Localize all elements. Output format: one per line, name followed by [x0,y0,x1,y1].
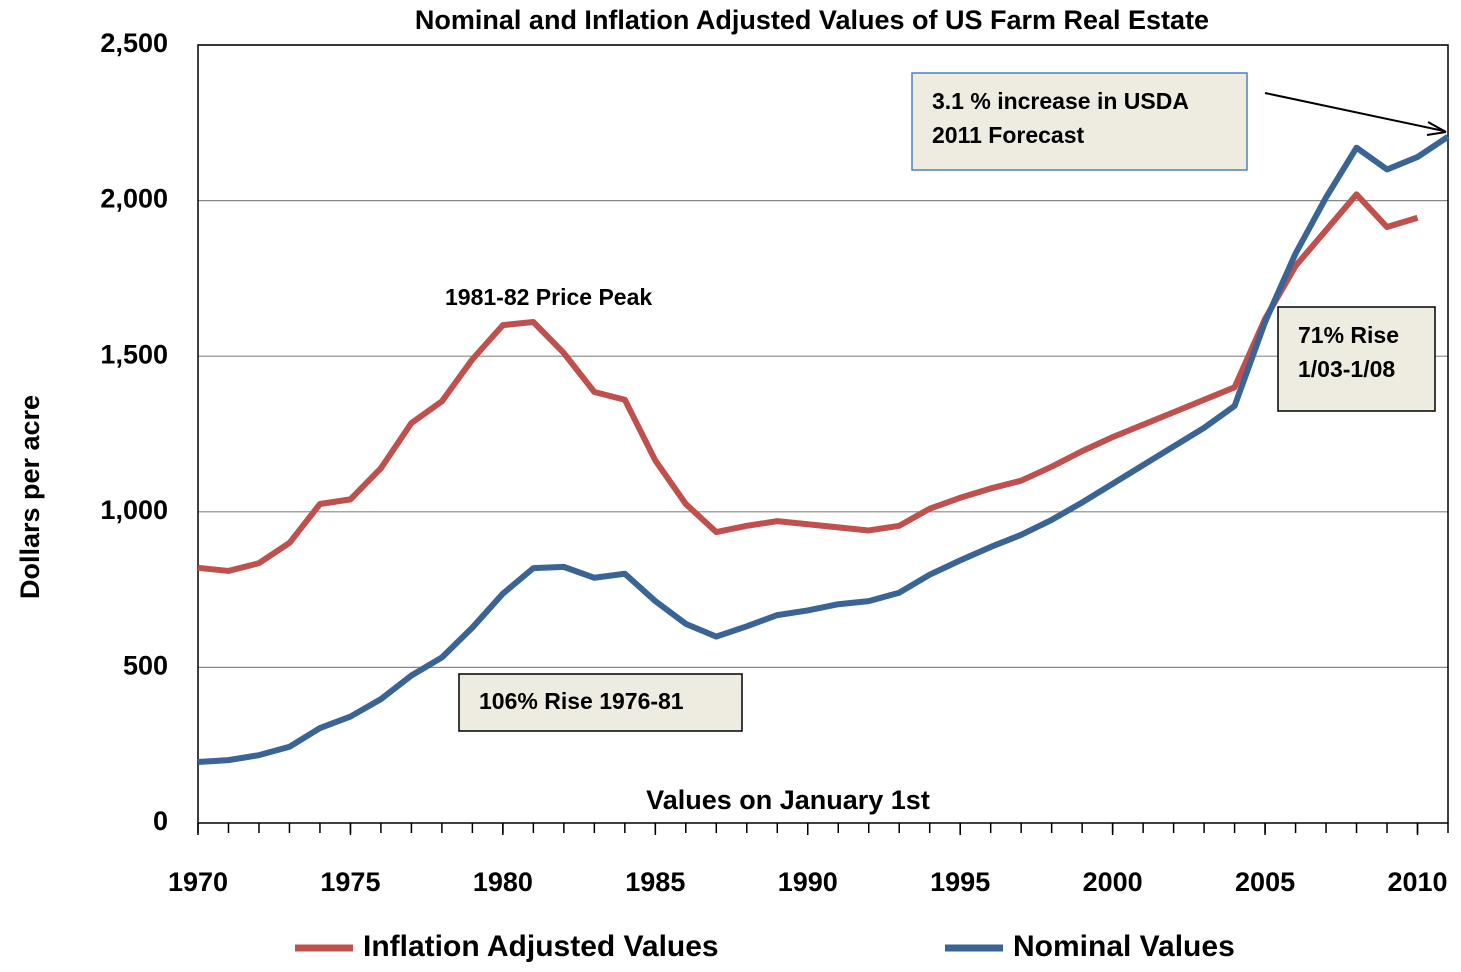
annotation-text: 1981-82 Price Peak [445,284,652,310]
legend-label: Nominal Values [1013,930,1235,963]
y-axis-label: Dollars per acre [15,395,45,599]
y-tick-label: 2,000 [100,184,168,214]
y-tick-label: 500 [123,651,168,681]
annotation-text: 3.1 % increase in USDA [932,88,1189,114]
annotation-box [911,72,1248,171]
series-line [197,134,1450,765]
arrow-head [1426,121,1447,136]
annotation-text: 1/03-1/08 [1298,356,1395,382]
annotation-arrow [1264,92,1445,132]
annotation-text: 71% Rise [1298,322,1399,348]
annotation-text: 106% Rise 1976-81 [479,688,684,714]
x-tick-label: 2000 [1083,867,1143,897]
x-tick-label: 2005 [1235,867,1295,897]
x-axis-label: Values on January 1st [646,785,930,815]
annotation-text: 2011 Forecast [932,122,1085,148]
series-line [197,191,1419,574]
y-tick-label: 1,000 [100,495,168,525]
annotation-box [458,673,743,732]
y-tick-label: 2,500 [100,28,168,58]
plot-frame [197,44,1449,824]
legend-label: Inflation Adjusted Values [363,930,719,963]
x-tick-label: 2010 [1387,867,1447,897]
y-tick-label: 0 [153,806,168,836]
x-tick-label: 1970 [168,867,228,897]
chart-title: Nominal and Inflation Adjusted Values of… [415,5,1209,35]
x-tick-label: 1995 [930,867,990,897]
y-tick-label: 1,500 [100,339,168,369]
x-tick-label: 1980 [473,867,533,897]
x-tick-label: 1985 [625,867,685,897]
x-tick-label: 1990 [778,867,838,897]
x-tick-label: 1975 [320,867,380,897]
annotation-box [1277,306,1436,412]
